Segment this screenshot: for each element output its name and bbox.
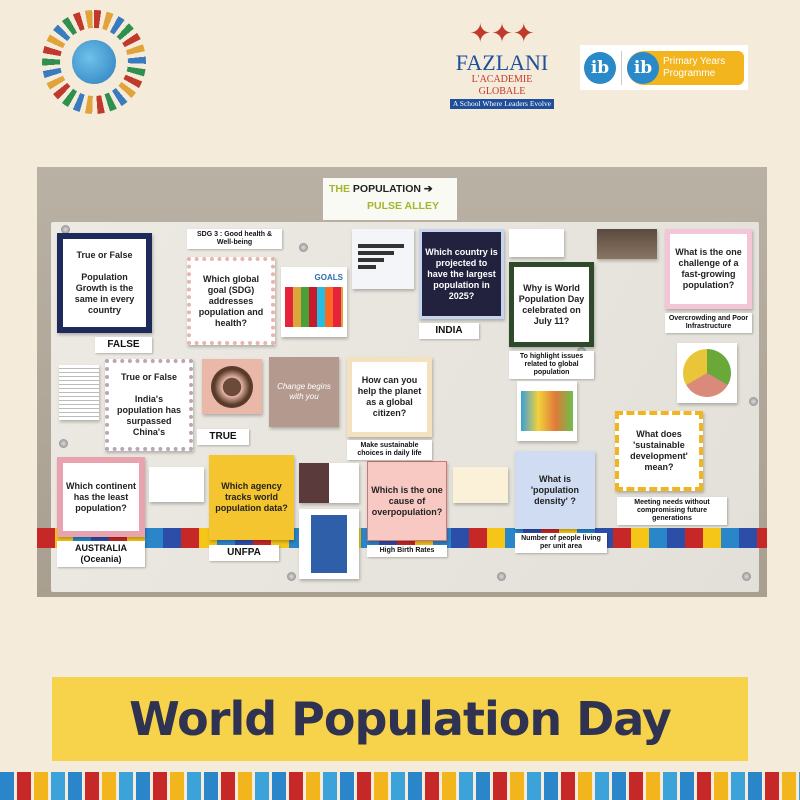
pyp-badge: ib Primary Years Programme <box>627 50 744 85</box>
bottom-color-stripe <box>0 772 800 800</box>
sdg-goals-image: GOALS <box>281 267 347 337</box>
logo-divider <box>621 50 622 85</box>
question-card: Why is World Population Day celebrated o… <box>509 262 594 347</box>
board-sign: THE POPULATION ➔ PULSE ALLEY <box>323 178 457 220</box>
pin <box>749 397 758 406</box>
question-card: What is 'population density' ? <box>515 451 595 529</box>
answer-label: UNFPA <box>209 545 279 561</box>
card-text: True or False Population Growth is the s… <box>74 250 135 315</box>
pin <box>497 572 506 581</box>
answer-label: To highlight issues related to global po… <box>509 351 594 379</box>
fazlani-logo: ✦✦✦ FAZLANI L'ACADEMIE GLOBALE A School … <box>450 14 554 109</box>
sign-text: THE <box>329 183 353 195</box>
card-text: Which agency tracks world population dat… <box>215 481 288 513</box>
answer-label: Number of people living per unit area <box>515 533 607 553</box>
card-text: Which is the one cause of overpopulation… <box>371 484 443 517</box>
card-text: What does 'sustainable development' mean… <box>630 429 688 472</box>
question-card: True or False Population Growth is the s… <box>57 233 152 333</box>
card-text: True or False India's population has sur… <box>117 372 181 437</box>
answer-label: AUSTRALIA (Oceania) <box>57 541 145 567</box>
world-density-map <box>453 467 508 503</box>
infographic-image <box>299 509 359 579</box>
globe-image <box>202 359 262 414</box>
newspaper-clipping <box>59 365 99 420</box>
calendar-image <box>509 229 564 257</box>
sign-text: POPULATION ➔ <box>352 183 433 195</box>
question-card: How can you help the planet as a global … <box>347 357 432 437</box>
banner-title: World Population Day <box>52 677 748 761</box>
fazlani-sub: L'ACADEMIE GLOBALE <box>471 74 533 97</box>
pin <box>287 572 296 581</box>
question-card: Which is the one cause of overpopulation… <box>367 461 447 541</box>
card-text: What is the one challenge of a fast-grow… <box>675 247 742 290</box>
card-text: What is 'population density' ? <box>530 473 580 506</box>
asia-map-image <box>517 381 577 441</box>
hands-globe-logo <box>42 10 146 114</box>
answer-label: SDG 3 : Good health & Well-being <box>187 229 282 249</box>
change-begins-photo: Change begins with you <box>269 357 339 427</box>
pyp-text: Primary Years Programme <box>663 55 726 79</box>
sign-text: PULSE ALLEY <box>367 200 439 212</box>
ib-logo-icon: ib <box>584 51 616 84</box>
pin <box>299 243 308 252</box>
ib-pyp-logo: ib ib Primary Years Programme <box>580 45 748 90</box>
answer-label: FALSE <box>95 337 152 353</box>
answer-label: High Birth Rates <box>367 545 447 557</box>
question-card: Which country is projected to have the l… <box>419 229 504 319</box>
answer-label: Meeting needs without compromising futur… <box>617 497 727 525</box>
fazlani-name: FAZLANI <box>455 50 549 75</box>
fazlani-tagline: A School Where Leaders Evolve <box>450 99 554 109</box>
pin <box>742 572 751 581</box>
question-card: What is the one challenge of a fast-grow… <box>665 229 752 309</box>
sustainability-circle-image <box>677 343 737 403</box>
answer-label: INDIA <box>419 323 479 339</box>
population-chart-image <box>352 229 414 289</box>
question-card: Which agency tracks world population dat… <box>209 455 294 540</box>
crowd-photo <box>597 229 657 259</box>
sdg-goals-text: GOALS <box>314 273 343 282</box>
pin <box>61 225 70 234</box>
ib-logo-icon: ib <box>627 51 659 84</box>
card-text: Which country is projected to have the l… <box>425 246 498 301</box>
question-card: What does 'sustainable development' mean… <box>615 411 703 491</box>
question-card: Which continent has the least population… <box>57 457 145 537</box>
people-figures-icon: ✦✦✦ <box>469 18 535 48</box>
pin <box>59 439 68 448</box>
answer-label: Make sustainable choices in daily life <box>347 440 432 460</box>
question-card: Which global goal (SDG) addresses popula… <box>187 257 275 345</box>
bulletin-board-photo: THE POPULATION ➔ PULSE ALLEY GOALS Chang… <box>37 167 767 597</box>
child-photo <box>299 463 359 503</box>
question-card: True or False India's population has sur… <box>105 359 193 451</box>
card-text: Which global goal (SDG) addresses popula… <box>198 273 264 328</box>
card-text: Why is World Population Day celebrated o… <box>518 282 585 326</box>
answer-label: Overcrowding and Poor Infrastructure <box>665 313 752 333</box>
answer-label: TRUE <box>197 429 249 445</box>
card-text: How can you help the planet as a global … <box>357 375 422 418</box>
bar-chart-card <box>149 467 204 502</box>
card-text: Which continent has the least population… <box>66 480 136 513</box>
